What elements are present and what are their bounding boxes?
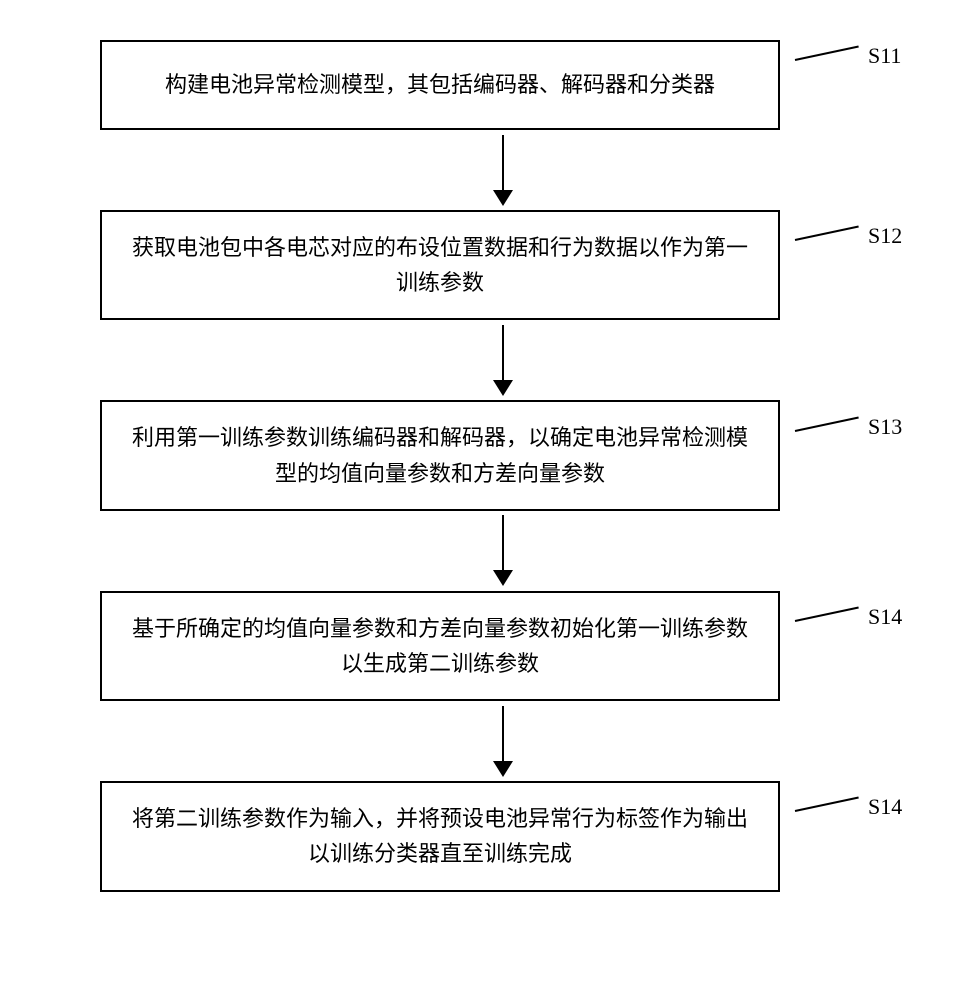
step-label-connector: S11 xyxy=(795,45,901,69)
label-line xyxy=(795,226,859,241)
arrow-line xyxy=(502,135,504,190)
arrow-head-icon xyxy=(493,190,513,206)
step-text: 将第二训练参数作为输入，并将预设电池异常行为标签作为输出以训练分类器直至训练完成 xyxy=(126,801,754,871)
step-text: 利用第一训练参数训练编码器和解码器，以确定电池异常检测模型的均值向量参数和方差向… xyxy=(126,420,754,490)
step-box-1: 构建电池异常检测模型，其包括编码器、解码器和分类器 xyxy=(100,40,780,130)
step-row: 利用第一训练参数训练编码器和解码器，以确定电池异常检测模型的均值向量参数和方差向… xyxy=(60,400,906,510)
step-label: S14 xyxy=(868,604,902,630)
arrow-head-icon xyxy=(493,761,513,777)
step-label-connector: S13 xyxy=(795,416,902,440)
step-label: S11 xyxy=(868,43,901,69)
label-line xyxy=(795,606,859,621)
label-line xyxy=(795,797,859,812)
step-label: S13 xyxy=(868,414,902,440)
arrow-connector xyxy=(163,701,843,781)
step-row: 构建电池异常检测模型，其包括编码器、解码器和分类器 S11 xyxy=(60,40,906,130)
arrow-head-icon xyxy=(493,570,513,586)
step-row: 基于所确定的均值向量参数和方差向量参数初始化第一训练参数以生成第二训练参数 S1… xyxy=(60,591,906,701)
step-box-3: 利用第一训练参数训练编码器和解码器，以确定电池异常检测模型的均值向量参数和方差向… xyxy=(100,400,780,510)
step-label-connector: S14 xyxy=(795,796,902,820)
arrow-connector xyxy=(163,320,843,400)
step-row: 将第二训练参数作为输入，并将预设电池异常行为标签作为输出以训练分类器直至训练完成… xyxy=(60,781,906,891)
arrow-connector xyxy=(163,130,843,210)
label-line xyxy=(795,416,859,431)
step-label-connector: S12 xyxy=(795,225,902,249)
step-box-4: 基于所确定的均值向量参数和方差向量参数初始化第一训练参数以生成第二训练参数 xyxy=(100,591,780,701)
step-label-connector: S14 xyxy=(795,606,902,630)
step-row: 获取电池包中各电芯对应的布设位置数据和行为数据以作为第一训练参数 S12 xyxy=(60,210,906,320)
step-box-2: 获取电池包中各电芯对应的布设位置数据和行为数据以作为第一训练参数 xyxy=(100,210,780,320)
arrow-connector xyxy=(163,511,843,591)
step-label: S12 xyxy=(868,223,902,249)
label-line xyxy=(795,46,859,61)
step-text: 获取电池包中各电芯对应的布设位置数据和行为数据以作为第一训练参数 xyxy=(126,230,754,300)
step-text: 基于所确定的均值向量参数和方差向量参数初始化第一训练参数以生成第二训练参数 xyxy=(126,611,754,681)
step-text: 构建电池异常检测模型，其包括编码器、解码器和分类器 xyxy=(165,67,715,102)
step-box-5: 将第二训练参数作为输入，并将预设电池异常行为标签作为输出以训练分类器直至训练完成 xyxy=(100,781,780,891)
flowchart-container: 构建电池异常检测模型，其包括编码器、解码器和分类器 S11 获取电池包中各电芯对… xyxy=(60,40,906,892)
arrow-line xyxy=(502,325,504,380)
step-label: S14 xyxy=(868,794,902,820)
arrow-line xyxy=(502,515,504,570)
arrow-line xyxy=(502,706,504,761)
arrow-head-icon xyxy=(493,380,513,396)
